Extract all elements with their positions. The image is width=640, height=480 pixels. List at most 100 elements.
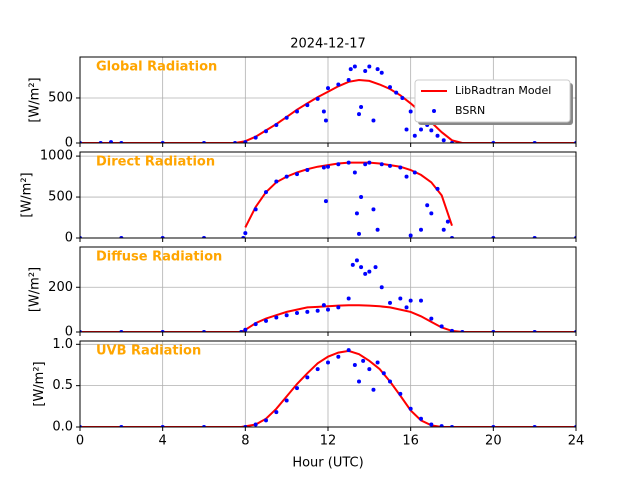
data-point [336, 82, 341, 87]
x-tick-label: 8 [241, 434, 249, 449]
data-point [429, 211, 434, 216]
data-point [305, 168, 310, 173]
data-point [361, 358, 366, 363]
data-point [321, 109, 326, 114]
data-point [354, 258, 359, 263]
data-point [419, 298, 423, 303]
data-point [375, 67, 380, 72]
data-point [264, 318, 268, 323]
data-point [264, 129, 268, 134]
y-tick-label: 200 [48, 280, 73, 295]
data-point [352, 64, 357, 69]
data-point [352, 170, 357, 175]
data-point [367, 64, 372, 69]
y-tick-label: 1.0 [52, 337, 73, 352]
data-point [346, 77, 351, 82]
data-point [435, 133, 440, 138]
data-point [379, 162, 384, 167]
legend-box [414, 79, 571, 123]
data-point [315, 308, 320, 313]
y-axis-label: [W/m²] [28, 267, 43, 312]
data-point [381, 371, 386, 376]
data-point [445, 219, 450, 224]
data-point [450, 328, 454, 332]
data-point [295, 310, 299, 315]
data-point [264, 418, 268, 423]
data-point [435, 186, 440, 191]
data-point [419, 227, 423, 232]
x-tick-label: 16 [402, 434, 419, 449]
data-point [264, 190, 268, 195]
data-point [412, 133, 417, 138]
data-point [404, 174, 409, 179]
data-point [336, 305, 341, 310]
data-point [367, 269, 372, 274]
data-point [284, 398, 289, 403]
data-point [321, 303, 326, 308]
data-point [315, 367, 320, 372]
data-point [371, 118, 376, 123]
x-axis-label: Hour (UTC) [292, 456, 363, 471]
model-line [80, 304, 576, 332]
data-point [419, 127, 423, 132]
data-point [367, 160, 372, 165]
model-line [80, 349, 576, 427]
data-point [295, 386, 299, 391]
chart-title: 2024-12-17 [290, 37, 366, 52]
data-point [323, 199, 328, 204]
y-tick-label: 0 [65, 136, 73, 151]
y-tick-label: 1000 [40, 149, 73, 164]
y-axis-label: [W/m²] [32, 361, 47, 406]
y-tick-label: 0.5 [52, 378, 73, 393]
data-point [346, 160, 351, 165]
data-point [398, 296, 403, 301]
series [80, 349, 576, 427]
data-point [359, 104, 364, 109]
series [80, 258, 576, 332]
data-point [243, 140, 248, 143]
data-point [253, 322, 258, 327]
data-point [336, 354, 341, 359]
axes-frame [79, 246, 577, 333]
data-point [315, 96, 320, 101]
y-tick-label: 0 [65, 231, 73, 246]
panel-label: Global Radiation [96, 60, 217, 75]
series [80, 304, 576, 332]
x-tick-label: 0 [76, 434, 84, 449]
data-point [326, 86, 330, 91]
data-point [295, 172, 299, 177]
data-point [388, 379, 392, 384]
data-point [404, 305, 409, 310]
data-point [363, 162, 368, 167]
data-point [394, 90, 399, 95]
data-point [253, 207, 258, 212]
data-point [379, 285, 384, 290]
y-tick-label: 500 [48, 190, 73, 205]
y-tick-label: 500 [48, 90, 73, 105]
y-tick-label: 0 [65, 325, 73, 340]
legend-marker [432, 109, 436, 113]
data-point [400, 95, 405, 100]
data-point [441, 227, 446, 232]
data-point [359, 195, 364, 200]
data-point [375, 360, 380, 365]
data-point [429, 128, 434, 133]
data-point [357, 379, 361, 384]
data-point [441, 138, 446, 143]
data-point [323, 118, 328, 123]
axes-frame [79, 56, 577, 144]
series [80, 160, 576, 238]
data-point [388, 163, 392, 168]
data-point [379, 70, 384, 75]
data-point [321, 165, 326, 170]
x-tick-label: 24 [568, 434, 585, 449]
y-axis-label: [W/m²] [28, 77, 43, 122]
x-tick-label: 12 [320, 434, 337, 449]
data-point [295, 109, 299, 114]
data-point [336, 162, 341, 167]
axes-frame [79, 340, 577, 428]
legend-label: BSRN [455, 104, 485, 117]
data-point [352, 362, 357, 367]
data-point [243, 231, 248, 236]
